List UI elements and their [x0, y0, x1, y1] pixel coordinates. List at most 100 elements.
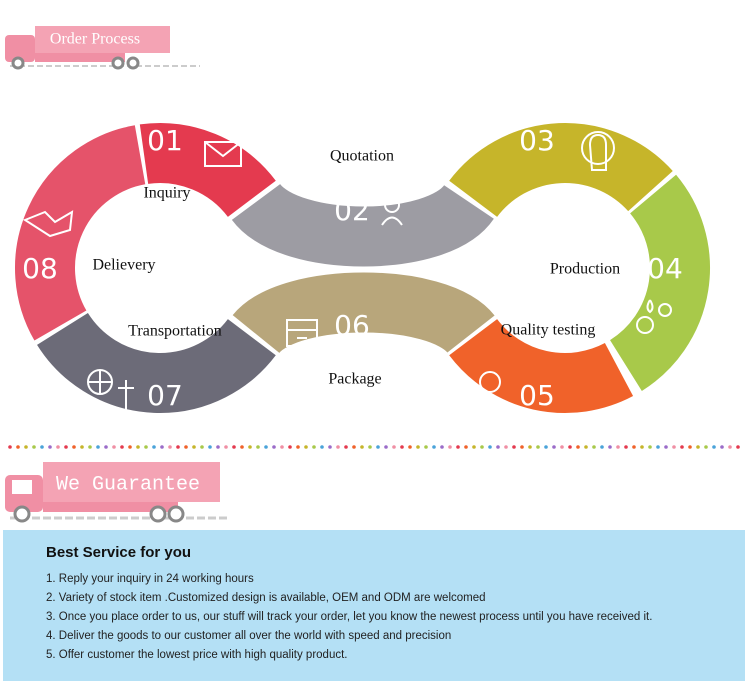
step-number: 05 — [519, 379, 555, 412]
ring-segment — [449, 318, 634, 413]
service-item: 5. Offer customer the lowest price with … — [46, 649, 348, 661]
divider-dot — [160, 445, 164, 449]
divider-dot — [384, 445, 388, 449]
step-label: Production — [550, 261, 620, 278]
divider-dot — [584, 445, 588, 449]
step-number: 08 — [22, 252, 58, 285]
divider-dot — [264, 445, 268, 449]
divider-dot — [272, 445, 276, 449]
ring-segment — [15, 125, 147, 341]
divider-dot — [400, 445, 404, 449]
divider-dot — [88, 445, 92, 449]
step-number: 04 — [647, 252, 683, 285]
divider-dot — [216, 445, 220, 449]
divider-dot — [704, 445, 708, 449]
divider-dot — [368, 445, 372, 449]
divider-dot — [632, 445, 636, 449]
divider-dot — [424, 445, 428, 449]
divider-dot — [336, 445, 340, 449]
divider-dot — [656, 445, 660, 449]
divider-dot — [720, 445, 724, 449]
divider-dot — [104, 445, 108, 449]
divider-dot — [32, 445, 36, 449]
service-item: 2. Variety of stock item .Customized des… — [46, 592, 486, 604]
divider-dot — [496, 445, 500, 449]
divider-dot — [184, 445, 188, 449]
ring-segment — [449, 123, 673, 218]
ring-segment — [37, 312, 276, 413]
step-number: 07 — [147, 379, 183, 412]
divider-dot — [528, 445, 532, 449]
divider-dot — [624, 445, 628, 449]
divider-dot — [488, 445, 492, 449]
divider-dot — [256, 445, 260, 449]
divider-dot — [680, 445, 684, 449]
step-label: Transportation — [128, 323, 222, 340]
step-label: Package — [328, 371, 381, 388]
divider-dot — [560, 445, 564, 449]
service-item: 3. Once you place order to us, our stuff… — [46, 611, 652, 623]
divider-dot — [40, 445, 44, 449]
divider-dot — [616, 445, 620, 449]
divider-dot — [472, 445, 476, 449]
step-label: Inquiry — [143, 185, 190, 202]
divider-dot — [312, 445, 316, 449]
divider-dot — [440, 445, 444, 449]
divider-dot — [408, 445, 412, 449]
divider-dot — [248, 445, 252, 449]
divider-dot — [568, 445, 572, 449]
divider-dot — [608, 445, 612, 449]
divider-dot — [328, 445, 332, 449]
divider-dot — [280, 445, 284, 449]
divider-dot — [448, 445, 452, 449]
step-number: 06 — [334, 309, 370, 342]
header-title: Order Process — [50, 31, 140, 48]
divider-dot — [552, 445, 556, 449]
step-label: Quotation — [330, 148, 394, 165]
divider-dot — [480, 445, 484, 449]
divider-dot — [592, 445, 596, 449]
divider-dot — [600, 445, 604, 449]
divider-dot — [464, 445, 468, 449]
divider-dot — [56, 445, 60, 449]
divider-dot — [640, 445, 644, 449]
divider-dot — [736, 445, 740, 449]
divider-dot — [240, 445, 244, 449]
divider-dot — [544, 445, 548, 449]
step-number: 03 — [519, 124, 555, 157]
divider-dot — [288, 445, 292, 449]
divider-dot — [504, 445, 508, 449]
divider-dot — [16, 445, 20, 449]
divider-dot — [344, 445, 348, 449]
service-title: Best Service for you — [46, 544, 191, 561]
divider-dot — [320, 445, 324, 449]
divider-dot — [696, 445, 700, 449]
divider-dot — [648, 445, 652, 449]
divider-dot — [392, 445, 396, 449]
ring-segment — [232, 272, 495, 356]
divider-dot — [128, 445, 132, 449]
divider-dot — [728, 445, 732, 449]
divider-dot — [8, 445, 12, 449]
step-label: Delievery — [92, 257, 155, 274]
step-number: 02 — [334, 194, 370, 227]
divider-dot — [200, 445, 204, 449]
divider-dot — [208, 445, 212, 449]
divider-dot — [120, 445, 124, 449]
divider-dot — [192, 445, 196, 449]
divider-dot — [672, 445, 676, 449]
ring-segment — [609, 174, 710, 391]
divider-dot — [224, 445, 228, 449]
divider-dot — [136, 445, 140, 449]
step-number: 01 — [147, 124, 183, 157]
service-item: 4. Deliver the goods to our customer all… — [46, 630, 451, 642]
step-icons — [22, 131, 672, 410]
divider-dot — [48, 445, 52, 449]
divider-dot — [688, 445, 692, 449]
divider-dot — [376, 445, 380, 449]
step-label: Quality testing — [501, 322, 596, 339]
divider-dot — [712, 445, 716, 449]
divider-dot — [304, 445, 308, 449]
divider-dot — [96, 445, 100, 449]
